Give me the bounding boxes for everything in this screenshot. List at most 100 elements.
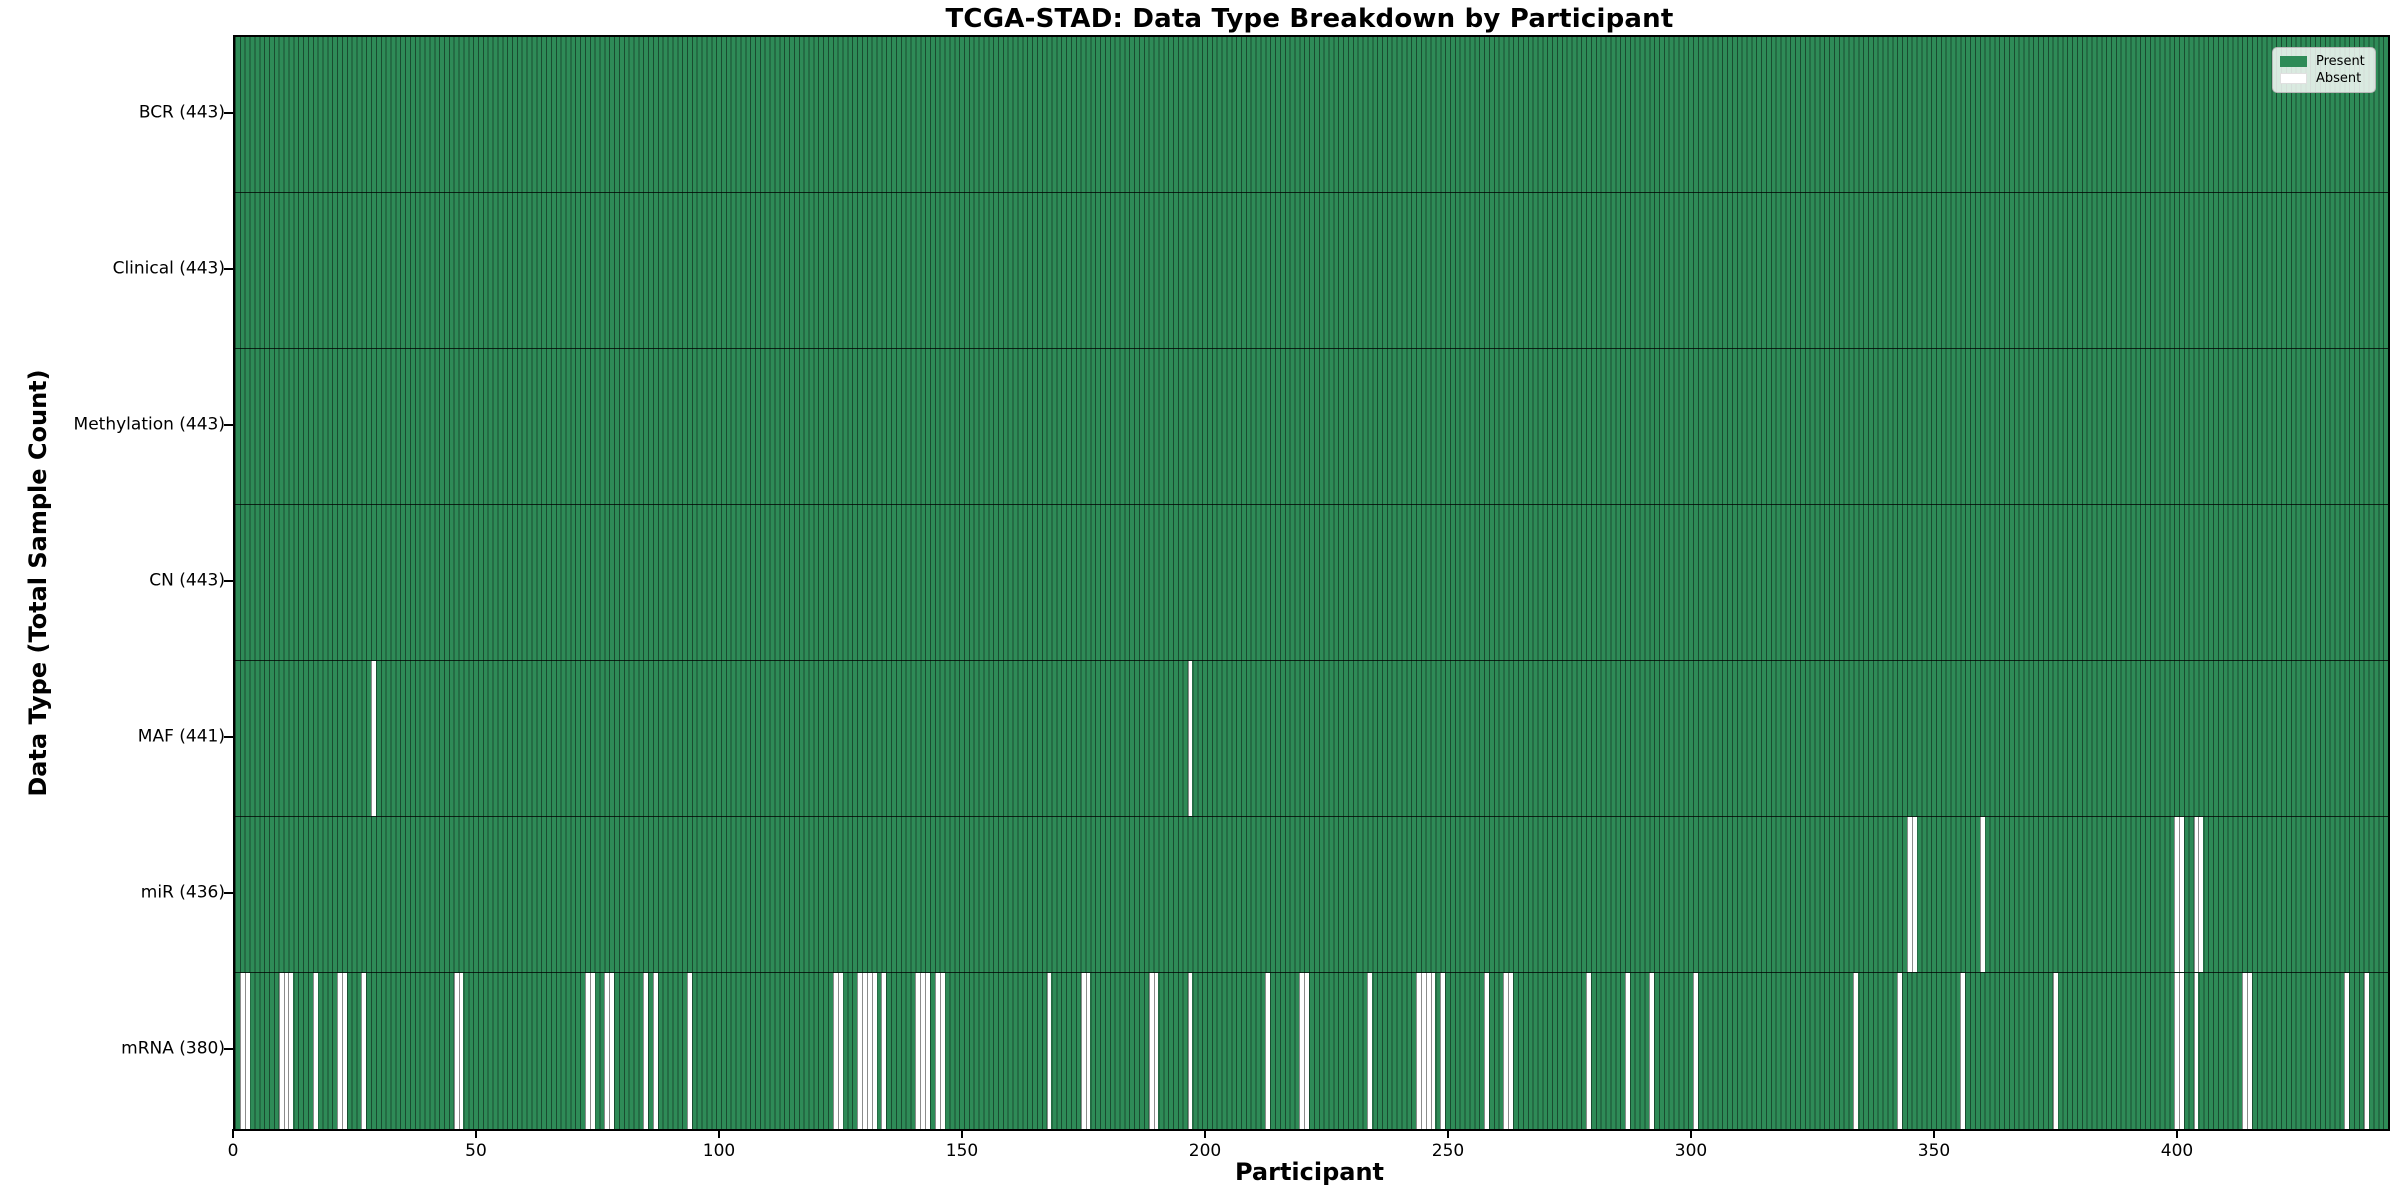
absent-cell-mRNA-86 [652,973,658,1129]
legend-entry-absent: Absent [2280,70,2367,87]
absent-cell-mRNA-400 [2179,973,2184,1129]
heatmap-row-CN [235,505,2388,661]
ytick-label-Clinical: Clinical (443) [112,258,225,279]
legend-swatch-absent [2280,73,2307,84]
ytick-label-CN: CN (443) [149,570,225,591]
absent-cell-mRNA-9 [278,973,284,1129]
xtick-label-300: 300 [1674,1141,1708,1161]
ytick-label-mRNA: mRNA (380) [121,1038,225,1059]
heatmap-row-Clinical [235,193,2388,349]
absent-cell-mRNA-141 [920,973,926,1129]
absent-cell-mRNA-22 [341,973,347,1129]
xtick-label-150: 150 [945,1141,979,1161]
xtick-label-0: 0 [227,1141,239,1161]
xtick-mark-100 [718,1129,720,1138]
ytick-mark-CN [224,580,233,582]
ytick-label-MAF: MAF (441) [137,726,225,747]
absent-cell-mRNA-291 [1649,973,1655,1129]
ytick-mark-mRNA [224,1048,233,1050]
absent-cell-mRNA-262 [1508,973,1514,1129]
absent-cell-mRNA-342 [1897,973,1902,1129]
absent-cell-mRNA-72 [584,973,590,1129]
absent-cell-mRNA-73 [589,973,595,1129]
legend-label-present: Present [2316,54,2365,69]
absent-cell-miR-404 [2198,817,2204,972]
absent-cell-mRNA-434 [2344,973,2350,1129]
heatmap-row-BCR [235,37,2388,193]
absent-cell-mRNA-286 [1624,973,1630,1129]
absent-cell-miR-399 [2174,817,2180,972]
xtick-mark-150 [961,1129,963,1138]
absent-cell-mRNA-2 [244,973,250,1129]
heatmap-row-Methylation [235,349,2388,505]
chart-title: TCGA-STAD: Data Type Breakdown by Partic… [945,4,1674,34]
absent-cell-mRNA-133 [881,973,887,1129]
absent-cell-mRNA-128 [857,973,862,1129]
absent-cell-mRNA-11 [288,973,294,1129]
absent-cell-mRNA-244 [1420,973,1426,1129]
absent-cell-mRNA-438 [2363,973,2369,1129]
absent-cell-mRNA-76 [604,973,610,1129]
absent-cell-mRNA-167 [1046,973,1052,1129]
xtick-label-50: 50 [465,1141,487,1161]
xtick-label-100: 100 [702,1141,736,1161]
legend: Present Absent [2272,47,2376,93]
absent-cell-mRNA-355 [1960,973,1966,1129]
ytick-mark-Clinical [224,268,233,270]
xtick-mark-300 [1690,1129,1692,1138]
absent-cell-mRNA-300 [1693,973,1698,1129]
absent-cell-mRNA-248 [1440,973,1446,1129]
xtick-label-250: 250 [1431,1141,1465,1161]
xtick-label-400: 400 [2160,1141,2194,1161]
absent-cell-mRNA-278 [1586,973,1591,1129]
xtick-label-350: 350 [1917,1141,1951,1161]
heatmap-plot-area [233,35,2390,1131]
absent-cell-mRNA-233 [1367,973,1373,1129]
absent-cell-mRNA-261 [1503,973,1509,1129]
absent-cell-mRNA-131 [871,973,877,1129]
heatmap-row-mRNA [235,973,2388,1129]
heatmap-row-miR [235,817,2388,973]
absent-cell-mRNA-45 [453,973,459,1129]
absent-cell-mRNA-84 [643,973,649,1129]
absent-cell-mRNA-140 [915,973,921,1129]
xtick-mark-350 [1933,1129,1936,1138]
absent-cell-mRNA-333 [1853,973,1859,1129]
absent-cell-MAF-28 [371,661,376,816]
ytick-mark-MAF [224,736,233,738]
absent-cell-mRNA-130 [866,973,872,1129]
xtick-mark-400 [2176,1129,2179,1138]
absent-cell-mRNA-212 [1265,973,1271,1129]
absent-cell-mRNA-46 [458,973,464,1129]
absent-cell-mRNA-142 [925,973,930,1129]
absent-cell-mRNA-257 [1484,973,1489,1129]
absent-cell-miR-345 [1911,817,1917,972]
absent-cell-mRNA-414 [2247,973,2252,1129]
ytick-label-Methylation: Methylation (443) [73,414,225,435]
xtick-label-200: 200 [1188,1141,1222,1161]
absent-cell-mRNA-123 [832,973,838,1129]
absent-cell-mRNA-21 [337,973,342,1129]
absent-cell-mRNA-124 [837,973,843,1129]
ytick-label-BCR: BCR (443) [138,102,225,123]
absent-cell-mRNA-243 [1415,973,1421,1129]
absent-cell-mRNA-93 [686,973,692,1129]
xtick-mark-50 [475,1129,477,1138]
legend-label-absent: Absent [2316,71,2362,86]
absent-cell-mRNA-196 [1187,973,1193,1129]
absent-cell-MAF-196 [1187,661,1193,816]
absent-cell-mRNA-16 [312,973,318,1129]
absent-cell-miR-400 [2179,817,2184,972]
xtick-mark-200 [1204,1129,1206,1138]
heatmap-row-MAF [235,661,2388,817]
absent-cell-mRNA-77 [609,973,615,1129]
absent-cell-mRNA-174 [1080,973,1086,1129]
ytick-mark-BCR [224,112,233,114]
absent-cell-mRNA-220 [1304,973,1310,1129]
absent-cell-mRNA-245 [1425,973,1431,1129]
absent-cell-mRNA-10 [283,973,289,1129]
ytick-label-miR: miR (436) [140,882,225,903]
ytick-mark-Methylation [224,424,233,426]
legend-entry-present: Present [2280,53,2367,70]
